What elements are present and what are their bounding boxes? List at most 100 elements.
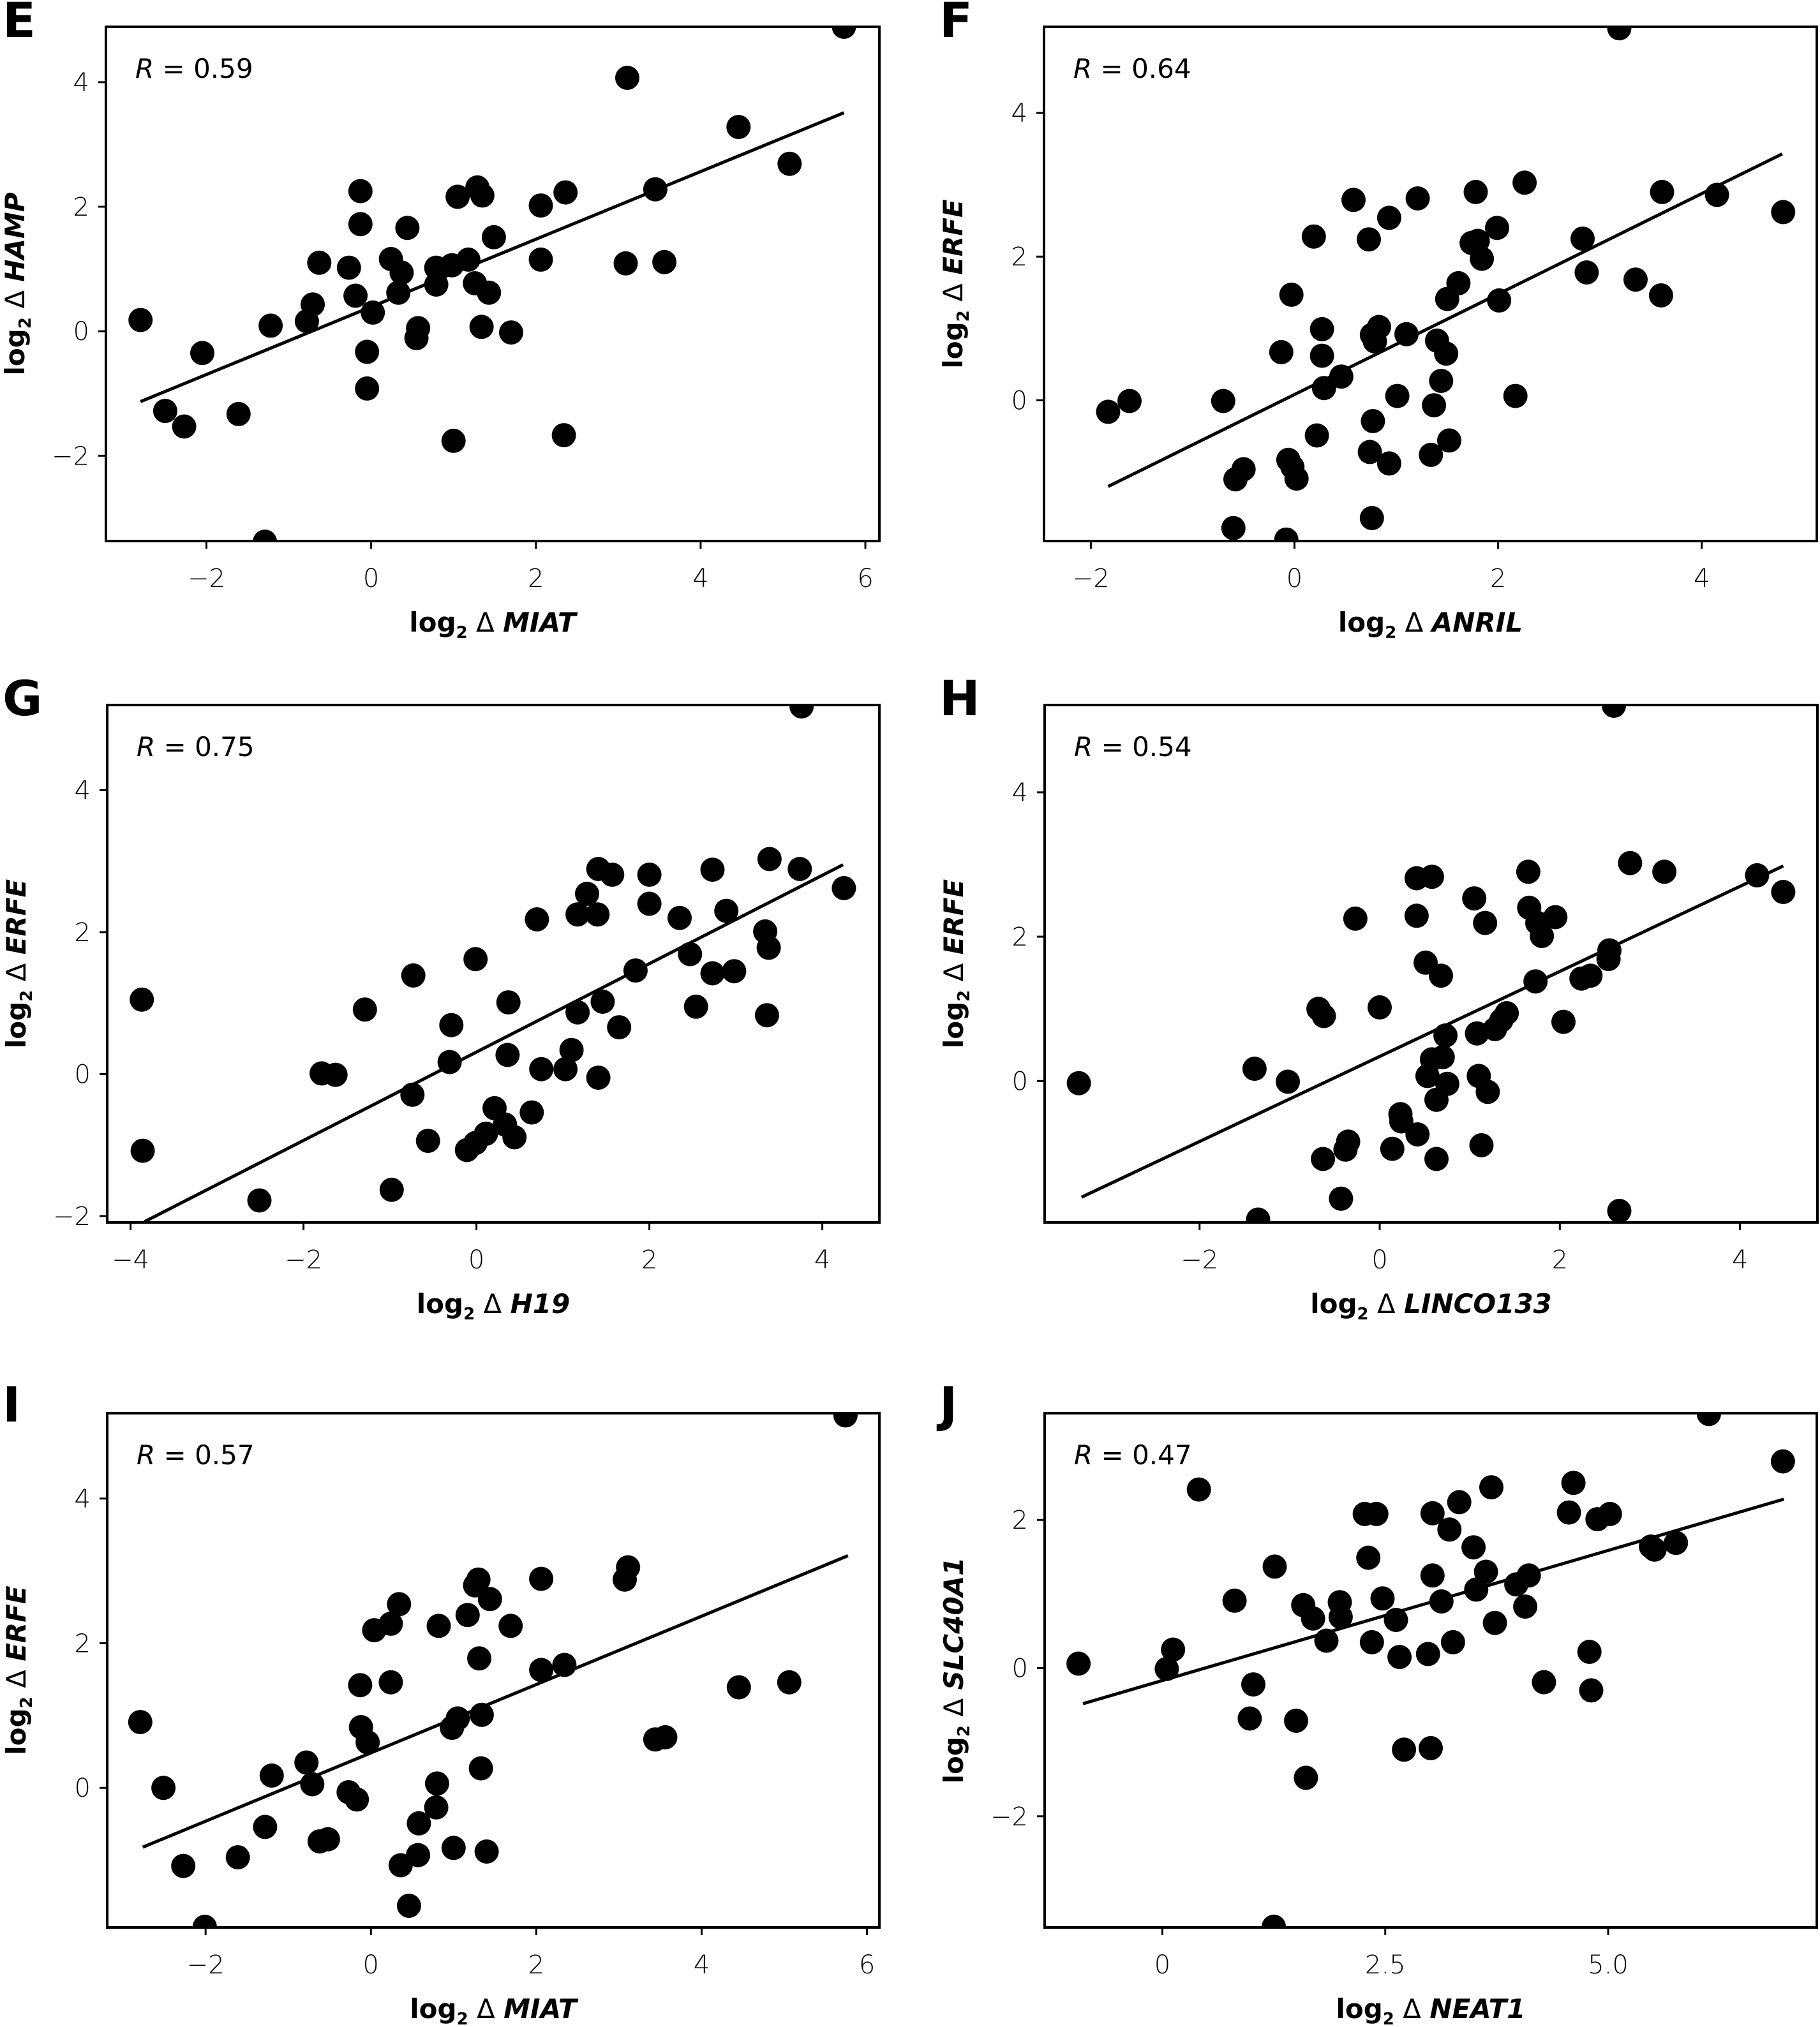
data-point: [1513, 1594, 1538, 1619]
data-point: [395, 216, 420, 241]
data-point: [130, 1138, 155, 1163]
points: [128, 27, 856, 541]
y-tick-label: 2: [1012, 1506, 1028, 1535]
correlation-label: R = 0.47: [1074, 1439, 1192, 1471]
data-point: [1574, 260, 1599, 285]
data-point: [756, 935, 781, 960]
x-axis-label: log2 Δ ANRIL: [1338, 607, 1523, 642]
data-point: [1394, 322, 1419, 346]
data-point: [1237, 1706, 1262, 1731]
data-point: [565, 1000, 590, 1025]
data-point: [378, 1611, 403, 1636]
data-point: [348, 212, 373, 237]
data-point: [474, 1839, 499, 1864]
x-tick-label: 4: [814, 1245, 830, 1275]
points: [130, 705, 856, 1213]
data-point: [1357, 227, 1381, 252]
data-point: [225, 1845, 250, 1869]
y-tick-label: 4: [73, 68, 89, 98]
data-point: [1336, 1129, 1361, 1154]
data-point: [1503, 383, 1528, 408]
data-point: [1469, 1133, 1494, 1157]
data-point: [1607, 27, 1632, 41]
data-point: [415, 1129, 440, 1154]
y-tick-label: 2: [1012, 923, 1028, 952]
data-point: [1770, 1449, 1795, 1474]
y-tick-label: 0: [1012, 1067, 1028, 1096]
data-point: [1211, 389, 1235, 413]
data-point: [789, 705, 814, 719]
panel-f: F −2 0 2 4 0 2 4 R = 0.64 log2 Δ ANRIL log2 Δ ERFE: [937, 0, 1818, 642]
data-point: [1485, 216, 1509, 241]
panel-letter: J: [936, 1376, 957, 1433]
data-point: [315, 1827, 340, 1852]
points: [1096, 27, 1796, 541]
data-point: [1429, 369, 1454, 393]
data-point: [307, 250, 332, 275]
y-tick-label: 0: [1011, 386, 1027, 415]
data-point: [1434, 341, 1459, 366]
data-point: [404, 325, 429, 350]
data-point: [1437, 428, 1461, 453]
data-point: [553, 1057, 578, 1081]
data-point: [683, 994, 708, 1019]
data-point: [1561, 1471, 1586, 1496]
y-tick-label: 2: [1011, 242, 1027, 272]
points: [1066, 1413, 1795, 1927]
points: [128, 1413, 858, 1927]
data-point: [1420, 1563, 1445, 1588]
panel-e: E −2 0 2 4 6 −2 0 2 4 R = 0.59 log2 Δ MIAT log2 Δ HA…: [0, 0, 881, 642]
y-axis-label: log2 Δ ERFE: [938, 879, 974, 1049]
plot-frame: [105, 26, 881, 542]
data-point: [1650, 179, 1675, 204]
data-point: [1446, 271, 1471, 295]
data-point: [192, 1914, 217, 1927]
x-tick-label: 4: [1694, 564, 1710, 593]
y-tick-label: 0: [75, 1774, 91, 1803]
data-point: [529, 1658, 554, 1682]
plot-frame: [106, 704, 881, 1224]
data-point: [1262, 1554, 1287, 1579]
data-point: [519, 1100, 544, 1125]
data-point: [426, 1614, 451, 1638]
data-point: [1602, 705, 1626, 718]
y-tick-label: 0: [75, 1060, 91, 1089]
data-point: [361, 300, 385, 325]
data-point: [396, 1894, 421, 1918]
data-point: [616, 1555, 641, 1580]
data-point: [401, 963, 426, 988]
data-point: [1771, 200, 1796, 225]
data-point: [1607, 1198, 1632, 1222]
x-tick-label: −2: [1072, 564, 1110, 593]
data-point: [477, 280, 502, 305]
data-point: [832, 876, 856, 900]
data-point: [637, 891, 662, 916]
data-point: [424, 1771, 449, 1796]
data-point: [1309, 316, 1334, 341]
data-point: [1231, 457, 1256, 482]
data-point: [190, 341, 214, 366]
data-point: [1696, 1413, 1721, 1427]
data-point: [1343, 906, 1368, 931]
data-point: [477, 1587, 502, 1612]
data-point: [1221, 516, 1246, 540]
data-point: [481, 225, 506, 249]
data-point: [1359, 506, 1384, 530]
data-point: [1516, 1563, 1541, 1588]
data-point: [1642, 1537, 1667, 1562]
data-point: [1376, 451, 1401, 476]
data-point: [1222, 1588, 1247, 1613]
data-point: [407, 1811, 431, 1836]
data-point: [1370, 1586, 1395, 1611]
data-point: [652, 249, 677, 274]
regression-line: [144, 863, 844, 1224]
data-point: [615, 66, 639, 90]
x-tick-label: 2: [528, 1950, 544, 1980]
x-tick-label: 2: [1552, 1245, 1568, 1275]
y-tick-label: 0: [73, 317, 89, 346]
data-point: [1473, 910, 1498, 935]
data-point: [467, 1646, 491, 1671]
data-point: [1495, 1001, 1519, 1025]
data-point: [565, 902, 590, 927]
